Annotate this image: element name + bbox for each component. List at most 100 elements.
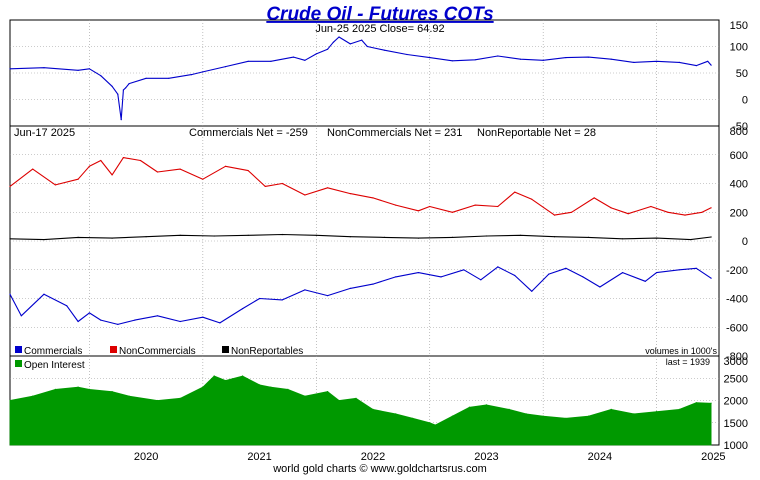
open-interest-point bbox=[696, 402, 697, 403]
open-interest-point bbox=[395, 413, 396, 414]
nonreportables-point bbox=[350, 236, 351, 237]
price-point bbox=[350, 43, 351, 44]
grid-lines bbox=[10, 20, 719, 445]
y-tick-label: 2000 bbox=[724, 396, 748, 408]
open-interest-point bbox=[157, 400, 158, 401]
price-point bbox=[475, 59, 476, 60]
open-interest-point bbox=[338, 400, 339, 401]
price-point bbox=[707, 61, 708, 62]
nonreportables-point bbox=[554, 236, 555, 237]
noncommercials-point bbox=[372, 197, 373, 198]
noncommercials-point bbox=[157, 171, 158, 172]
noncommercials-point bbox=[514, 192, 515, 193]
open-interest-point bbox=[412, 418, 413, 419]
nonreportables-point bbox=[418, 238, 419, 239]
price-point bbox=[293, 57, 294, 58]
nonreportables-point bbox=[316, 235, 317, 236]
legend-label-noncommercials: NonCommercials bbox=[119, 346, 196, 357]
nonreportables-line bbox=[10, 235, 711, 240]
noncommercials-point bbox=[497, 206, 498, 207]
open-interest-point bbox=[112, 391, 113, 392]
commercials-point bbox=[43, 294, 44, 295]
commercials-point bbox=[372, 284, 373, 285]
x-tick-labels: 2020 2021 2022 2023 2024 2025 bbox=[134, 451, 726, 463]
nonreportables-point bbox=[711, 236, 712, 237]
price-point bbox=[100, 75, 101, 76]
commercials-point bbox=[219, 322, 220, 323]
legend-swatch-noncommercials bbox=[110, 346, 117, 353]
noncommercials-point bbox=[123, 157, 124, 158]
y-tick-label: 800 bbox=[730, 126, 748, 138]
commercials-point bbox=[711, 278, 712, 279]
legend-swatch-open-interest bbox=[15, 360, 22, 367]
commercials-point bbox=[89, 312, 90, 313]
open-interest-point bbox=[679, 409, 680, 410]
commercials-point bbox=[242, 308, 243, 309]
series-layer bbox=[9, 36, 711, 445]
noncommercials-point bbox=[554, 215, 555, 216]
open-interest-point bbox=[526, 413, 527, 414]
price-point bbox=[202, 71, 203, 72]
price-point bbox=[43, 67, 44, 68]
nonreportables-point bbox=[282, 234, 283, 235]
open-interest-point bbox=[259, 384, 260, 385]
commercials-line bbox=[10, 267, 711, 325]
noncommercials-point bbox=[350, 193, 351, 194]
nonreportables-point bbox=[452, 237, 453, 238]
open-interest-point bbox=[565, 418, 566, 419]
y-tick-label: 0 bbox=[742, 236, 748, 248]
commercials-point bbox=[395, 276, 396, 277]
price-point bbox=[406, 54, 407, 55]
open-interest-point bbox=[588, 416, 589, 417]
commercials-point bbox=[679, 269, 680, 270]
nonreportables-point bbox=[384, 237, 385, 238]
noncommercials-point bbox=[89, 166, 90, 167]
nonreportables-point bbox=[588, 237, 589, 238]
commercials-point bbox=[418, 272, 419, 273]
commercials-point bbox=[548, 274, 549, 275]
price-point bbox=[361, 40, 362, 41]
price-point bbox=[129, 83, 130, 84]
commercials-point bbox=[531, 291, 532, 292]
price-point bbox=[304, 60, 305, 61]
open-interest-area bbox=[10, 376, 711, 445]
commercials-point bbox=[463, 269, 464, 270]
price-point bbox=[333, 42, 334, 43]
price-point bbox=[429, 57, 430, 58]
commercials-point bbox=[696, 268, 697, 269]
y-tick-labels: 150100500-508006004002000-200-400-600-80… bbox=[724, 20, 748, 452]
noncommercials-point bbox=[180, 169, 181, 170]
price-point bbox=[89, 68, 90, 69]
commercials-point bbox=[117, 324, 118, 325]
nonreportables-point bbox=[214, 235, 215, 236]
nonreportables-point bbox=[180, 235, 181, 236]
y-tick-label: -400 bbox=[726, 294, 748, 306]
open-interest-point bbox=[435, 424, 436, 425]
commercials-point bbox=[582, 276, 583, 277]
open-interest-point bbox=[633, 413, 634, 414]
price-point bbox=[146, 78, 147, 79]
noncommercials-net-label: NonCommercials Net = 231 bbox=[327, 127, 462, 139]
nonreportables-point bbox=[690, 239, 691, 240]
noncommercials-point bbox=[32, 169, 33, 170]
volumes-note: volumes in 1000's bbox=[645, 346, 717, 356]
x-tick-label: 2020 bbox=[134, 451, 158, 463]
commercials-point bbox=[514, 275, 515, 276]
commercials-point bbox=[497, 266, 498, 267]
noncommercials-point bbox=[100, 160, 101, 161]
commercials-point bbox=[282, 299, 283, 300]
price-point bbox=[633, 62, 634, 63]
y-tick-label: 150 bbox=[730, 20, 748, 32]
price-point bbox=[121, 119, 122, 120]
price-point bbox=[452, 60, 453, 61]
price-line bbox=[10, 37, 711, 120]
noncommercials-point bbox=[304, 194, 305, 195]
commercials-point bbox=[656, 272, 657, 273]
commercials-point bbox=[9, 294, 10, 295]
noncommercials-point bbox=[611, 207, 612, 208]
commercials-point bbox=[565, 268, 566, 269]
commercials-point bbox=[259, 298, 260, 299]
open-interest-point bbox=[304, 396, 305, 397]
legend-label-open-interest: Open Interest bbox=[24, 360, 85, 371]
